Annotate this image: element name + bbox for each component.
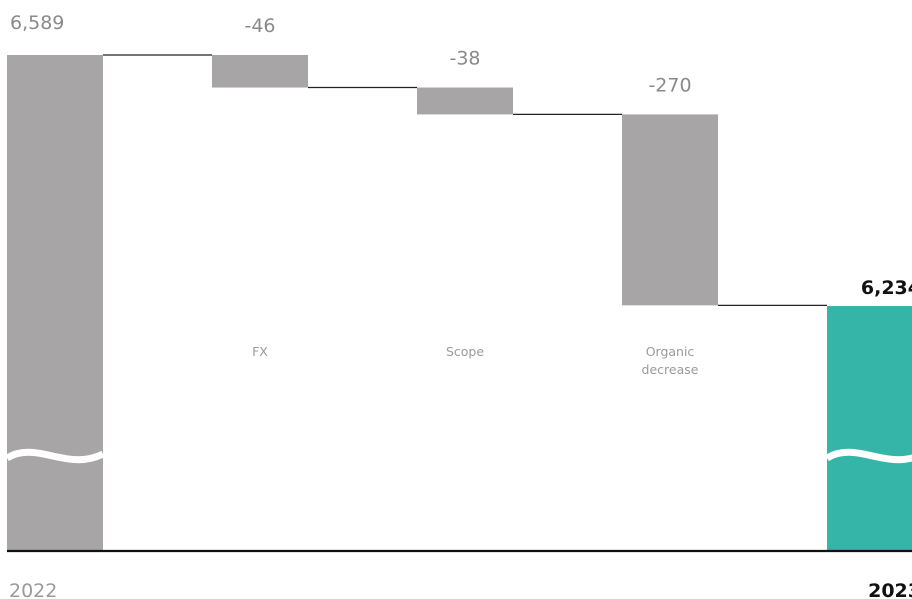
- bar-scope: [417, 87, 513, 115]
- category-label-2023: 2023: [868, 580, 912, 599]
- category-label-2022: 2022: [9, 580, 57, 599]
- bar-organic-decrease: [622, 114, 718, 306]
- value-label-2023: 6,234: [861, 277, 912, 299]
- category-label-organic-decrease: Organic decrease: [642, 344, 699, 377]
- bar-2023: [827, 306, 912, 551]
- category-label-scope: Scope: [446, 344, 484, 359]
- value-label-scope: -38: [449, 48, 480, 70]
- category-label-fx: FX: [252, 344, 268, 359]
- axis-break-2022: [5, 448, 105, 464]
- value-label-organic-decrease: -270: [648, 74, 691, 96]
- value-label-fx: -46: [244, 15, 275, 37]
- bar-fx: [212, 55, 308, 88]
- bar-2022: [7, 55, 103, 551]
- value-label-2022: 6,589: [10, 12, 64, 34]
